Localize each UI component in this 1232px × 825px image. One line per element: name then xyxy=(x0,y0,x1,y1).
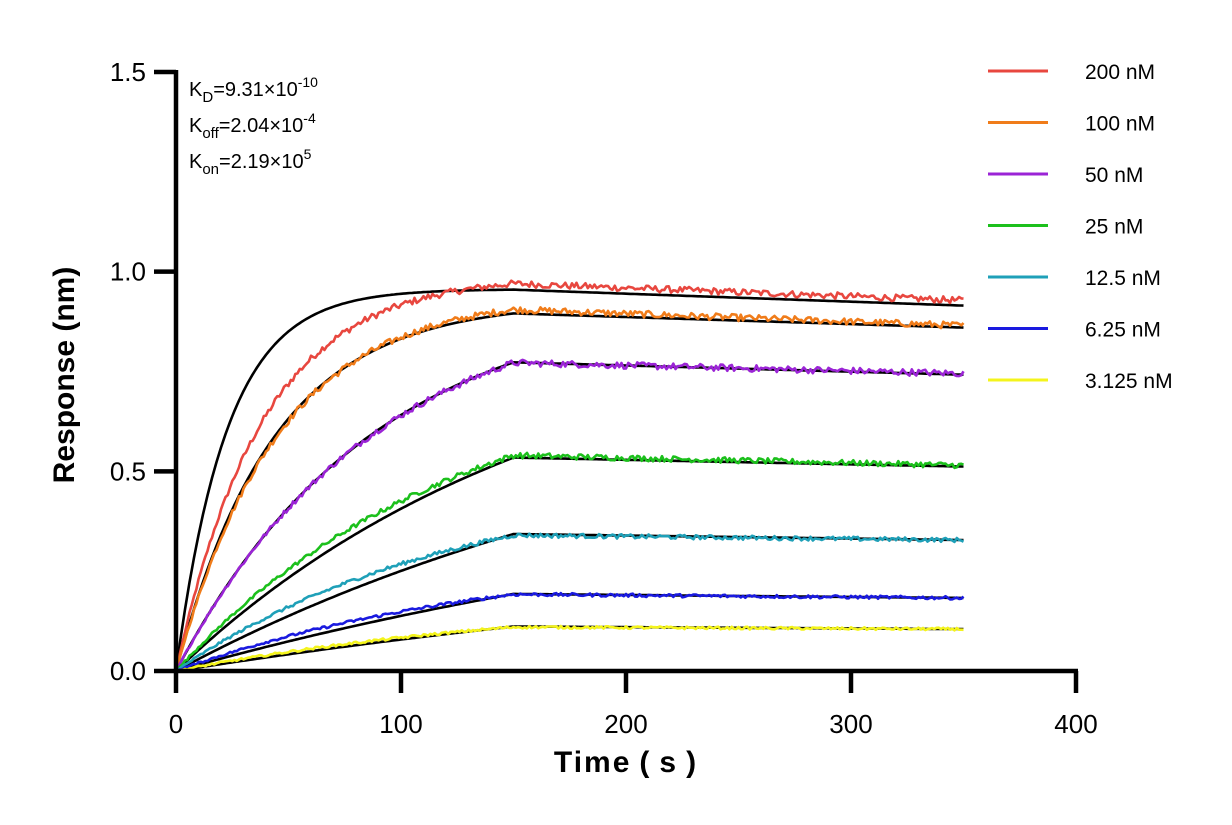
series-line-25nM xyxy=(175,451,964,672)
legend-label-100nM: 100 nM xyxy=(1085,113,1155,136)
x-tick-label: 400 xyxy=(1054,709,1097,739)
series-line-50nM xyxy=(174,358,965,672)
y-axis-title: Response (nm) xyxy=(48,267,81,484)
y-tick-label: 1.0 xyxy=(110,257,146,287)
y-tick-label: 1.5 xyxy=(110,57,146,87)
series-line-200nM xyxy=(174,279,964,672)
series-line-12-5nM xyxy=(175,532,965,673)
x-tick-label: 300 xyxy=(829,709,872,739)
legend-label-6-25nM: 6.25 nM xyxy=(1085,319,1161,342)
legend-label-50nM: 50 nM xyxy=(1085,164,1143,187)
legend-label-12-5nM: 12.5 nM xyxy=(1085,267,1161,290)
fit-line-50nM xyxy=(174,361,964,672)
constant-koff: Koff=2.04×10-4 xyxy=(189,110,316,142)
x-tick-label: 200 xyxy=(604,709,647,739)
x-tick-label: 100 xyxy=(379,709,422,739)
constant-kon: Kon=2.19×105 xyxy=(189,146,312,178)
series-line-3-125nM xyxy=(175,624,964,673)
legend-label-200nM: 200 nM xyxy=(1085,61,1155,84)
series-line-100nM xyxy=(174,306,965,672)
legend-label-3-125nM: 3.125 nM xyxy=(1085,370,1173,393)
fit-line-200nM xyxy=(174,288,964,672)
fit-line-100nM xyxy=(174,312,964,672)
y-tick-label: 0.5 xyxy=(110,456,146,486)
x-tick-label: 0 xyxy=(169,709,183,739)
legend-label-25nM: 25 nM xyxy=(1085,216,1143,239)
x-axis-title: Time ( s ) xyxy=(554,746,698,779)
series-line-6-25nM xyxy=(175,591,965,673)
y-tick-label: 0.0 xyxy=(110,656,146,686)
constant-kd: KD=9.31×10-10 xyxy=(189,74,318,106)
